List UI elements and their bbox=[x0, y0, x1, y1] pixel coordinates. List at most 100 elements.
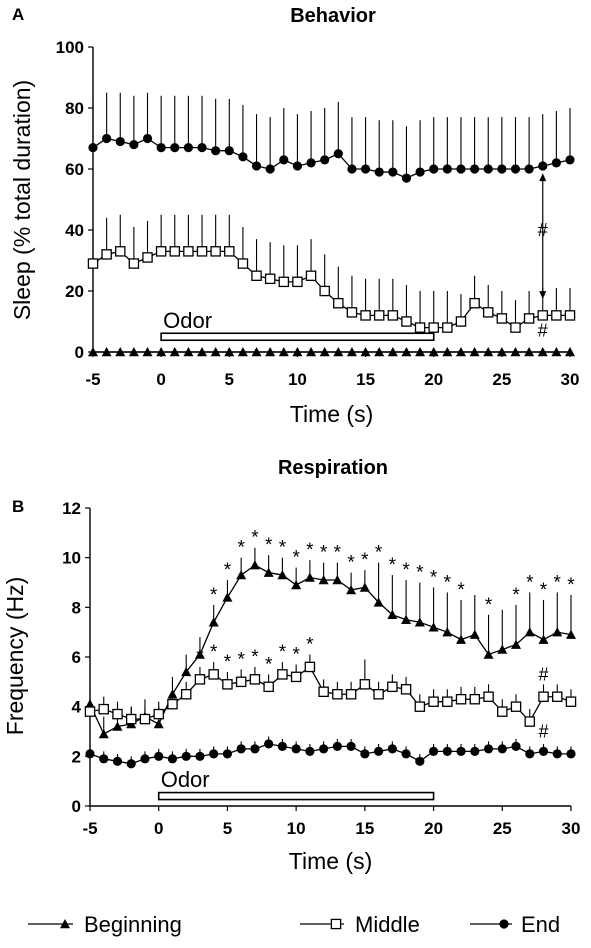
data-point bbox=[211, 146, 221, 156]
data-point bbox=[139, 713, 151, 725]
data-point bbox=[264, 273, 276, 285]
data-point bbox=[115, 347, 126, 357]
data-point bbox=[469, 629, 480, 639]
significance-star: * bbox=[306, 540, 314, 561]
significance-star: * bbox=[416, 563, 424, 584]
data-point bbox=[346, 584, 357, 595]
data-point bbox=[88, 347, 98, 357]
data-point bbox=[88, 143, 98, 153]
significance-star: * bbox=[292, 548, 300, 569]
data-point bbox=[401, 347, 412, 357]
significance-star: * bbox=[237, 649, 245, 670]
significance-star: * bbox=[540, 580, 548, 601]
data-point bbox=[249, 560, 260, 570]
panel-title: Respiration bbox=[278, 457, 388, 479]
data-point bbox=[154, 751, 164, 761]
significance-star: * bbox=[279, 642, 287, 663]
x-tick-label: 25 bbox=[493, 819, 512, 838]
y-tick-label: 4 bbox=[72, 698, 82, 717]
data-point bbox=[565, 155, 575, 165]
data-point bbox=[470, 164, 480, 174]
data-point bbox=[345, 689, 357, 700]
data-point bbox=[374, 347, 385, 357]
data-point bbox=[237, 258, 249, 269]
data-point bbox=[126, 759, 136, 769]
data-point bbox=[319, 285, 330, 297]
significance-star: * bbox=[279, 538, 287, 559]
data-point bbox=[333, 297, 344, 309]
series-end bbox=[88, 92, 575, 183]
data-point bbox=[511, 639, 522, 649]
y-axis-label: Frequency (Hz) bbox=[2, 577, 28, 735]
x-tick-label: 0 bbox=[156, 370, 165, 389]
data-point bbox=[263, 567, 274, 577]
data-point bbox=[277, 570, 288, 580]
data-point bbox=[483, 347, 494, 357]
data-point bbox=[84, 706, 96, 717]
data-point bbox=[346, 347, 357, 357]
data-point bbox=[85, 749, 95, 759]
significance-star: * bbox=[375, 543, 383, 564]
x-tick-label: 25 bbox=[492, 370, 511, 389]
data-point bbox=[415, 167, 425, 177]
data-point bbox=[523, 313, 535, 324]
data-point bbox=[142, 252, 153, 263]
data-point bbox=[347, 164, 357, 174]
data-point bbox=[319, 744, 329, 754]
data-point bbox=[251, 347, 262, 357]
data-point bbox=[496, 347, 507, 357]
data-point bbox=[566, 629, 576, 639]
data-point bbox=[482, 307, 494, 318]
legend-item-beginning: Beginning bbox=[28, 912, 182, 937]
y-tick-label: 80 bbox=[65, 99, 84, 118]
data-point bbox=[428, 696, 439, 707]
significance-star: * bbox=[389, 555, 397, 576]
data-point bbox=[87, 258, 99, 269]
data-point bbox=[183, 246, 194, 257]
data-point bbox=[359, 582, 370, 592]
data-point bbox=[552, 627, 563, 637]
data-point bbox=[455, 693, 467, 705]
legend-item-end: End bbox=[470, 912, 560, 937]
significance-star: * bbox=[210, 585, 218, 606]
data-point bbox=[250, 744, 260, 754]
significance-star: * bbox=[567, 575, 575, 596]
significance-star: * bbox=[361, 550, 369, 571]
y-tick-label: 10 bbox=[62, 549, 81, 568]
significance-star: * bbox=[265, 654, 273, 675]
data-point bbox=[125, 713, 137, 725]
data-point bbox=[278, 347, 289, 357]
significance-star: * bbox=[224, 652, 232, 673]
data-point bbox=[306, 347, 317, 357]
data-point bbox=[304, 661, 316, 673]
data-point bbox=[142, 133, 153, 144]
data-point bbox=[292, 276, 303, 288]
data-point bbox=[483, 649, 494, 659]
x-axis-label: Time (s) bbox=[289, 848, 372, 874]
data-point bbox=[373, 310, 385, 321]
y-tick-label: 100 bbox=[56, 38, 84, 57]
data-point bbox=[415, 756, 425, 766]
data-point bbox=[290, 671, 302, 683]
data-point bbox=[442, 164, 452, 174]
data-point bbox=[304, 572, 315, 582]
data-point bbox=[551, 310, 562, 321]
data-point bbox=[455, 316, 467, 327]
data-point bbox=[346, 741, 356, 752]
x-tick-label: 20 bbox=[424, 819, 443, 838]
data-point bbox=[224, 347, 235, 357]
data-point bbox=[551, 158, 561, 168]
data-point bbox=[359, 679, 371, 690]
data-point bbox=[387, 681, 398, 693]
panel-letter: A bbox=[12, 5, 24, 24]
data-point bbox=[153, 708, 164, 720]
y-tick-label: 8 bbox=[72, 598, 81, 617]
data-point bbox=[565, 696, 577, 707]
significance-hash: # bbox=[538, 321, 548, 341]
data-point bbox=[496, 313, 508, 324]
data-point bbox=[236, 744, 246, 754]
series-middle bbox=[87, 214, 576, 333]
data-point bbox=[112, 756, 123, 766]
x-tick-label: 30 bbox=[562, 819, 581, 838]
